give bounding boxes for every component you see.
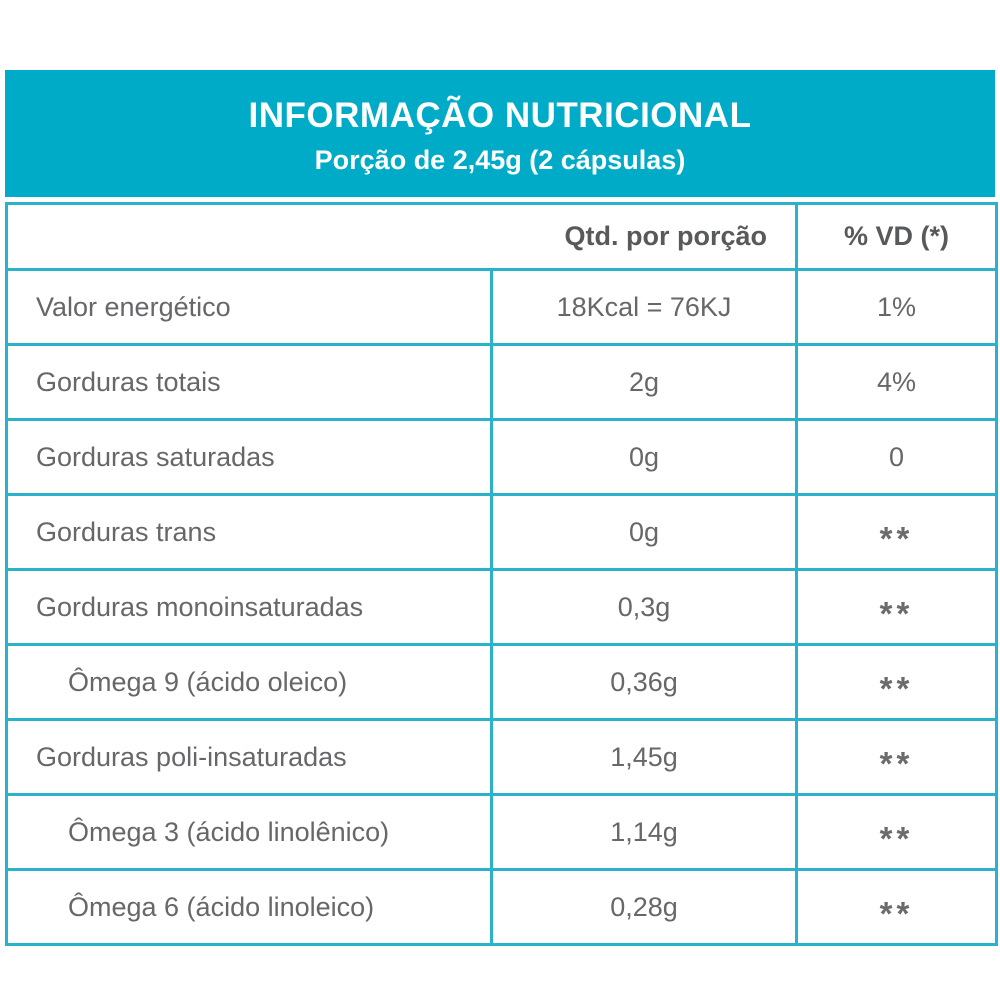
double-asterisk: ** <box>879 520 914 557</box>
table-row-gorduras-trans: Gorduras trans 0g ** <box>5 493 998 571</box>
nutrient-label: Gorduras saturadas <box>5 418 493 496</box>
table-row-omega-6: Ômega 6 (ácido linoleico) 0,28g ** <box>5 868 998 946</box>
nutrient-vd: ** <box>795 643 998 721</box>
nutrient-qty: 1,45g <box>490 718 798 796</box>
nutrient-label: Valor energético <box>5 268 493 346</box>
nutrient-label: Ômega 3 (ácido linolênico) <box>5 793 493 871</box>
table-row-valor-energetico: Valor energético 18Kcal = 76KJ 1% <box>5 268 998 346</box>
nutrition-table: Qtd. por porção % VD (*) Valor energétic… <box>5 202 998 946</box>
nutrient-vd: 0 <box>795 418 998 496</box>
nutrient-qty: 18Kcal = 76KJ <box>490 268 798 346</box>
nutrient-vd: ** <box>795 868 998 946</box>
table-row-omega-9: Ômega 9 (ácido oleico) 0,36g ** <box>5 643 998 721</box>
nutrient-qty: 1,14g <box>490 793 798 871</box>
nutrient-vd: ** <box>795 718 998 796</box>
nutrient-qty: 2g <box>490 343 798 421</box>
table-row-omega-3: Ômega 3 (ácido linolênico) 1,14g ** <box>5 793 998 871</box>
column-header-qty-por-porcao: Qtd. por porção <box>5 202 798 271</box>
label-header-banner: INFORMAÇÃO NUTRICIONAL Porção de 2,45g (… <box>5 70 995 197</box>
double-asterisk: ** <box>879 595 914 632</box>
nutrient-label: Ômega 6 (ácido linoleico) <box>5 868 493 946</box>
double-asterisk: ** <box>879 895 914 932</box>
nutrient-label: Gorduras totais <box>5 343 493 421</box>
label-title: INFORMAÇÃO NUTRICIONAL <box>248 96 752 135</box>
double-asterisk: ** <box>879 670 914 707</box>
nutrient-qty: 0g <box>490 493 798 571</box>
table-header-row: Qtd. por porção % VD (*) <box>5 202 998 271</box>
nutrient-qty: 0,28g <box>490 868 798 946</box>
nutrient-label: Gorduras trans <box>5 493 493 571</box>
table-row-gorduras-poli-insaturadas: Gorduras poli-insaturadas 1,45g ** <box>5 718 998 796</box>
nutrient-label: Ômega 9 (ácido oleico) <box>5 643 493 721</box>
nutrient-vd: 4% <box>795 343 998 421</box>
double-asterisk: ** <box>879 820 914 857</box>
column-header-percent-vd: % VD (*) <box>795 202 998 271</box>
nutrient-label: Gorduras poli-insaturadas <box>5 718 493 796</box>
double-asterisk: ** <box>879 745 914 782</box>
nutrient-qty: 0,3g <box>490 568 798 646</box>
nutrition-label: INFORMAÇÃO NUTRICIONAL Porção de 2,45g (… <box>5 70 998 946</box>
nutrient-vd: ** <box>795 493 998 571</box>
nutrient-vd: 1% <box>795 268 998 346</box>
table-row-gorduras-saturadas: Gorduras saturadas 0g 0 <box>5 418 998 496</box>
table-row-gorduras-totais: Gorduras totais 2g 4% <box>5 343 998 421</box>
nutrient-qty: 0,36g <box>490 643 798 721</box>
nutrient-label: Gorduras monoinsaturadas <box>5 568 493 646</box>
nutrient-qty: 0g <box>490 418 798 496</box>
nutrient-vd: ** <box>795 793 998 871</box>
nutrient-vd: ** <box>795 568 998 646</box>
label-serving-size: Porção de 2,45g (2 cápsulas) <box>314 145 686 175</box>
table-row-gorduras-monoinsaturadas: Gorduras monoinsaturadas 0,3g ** <box>5 568 998 646</box>
